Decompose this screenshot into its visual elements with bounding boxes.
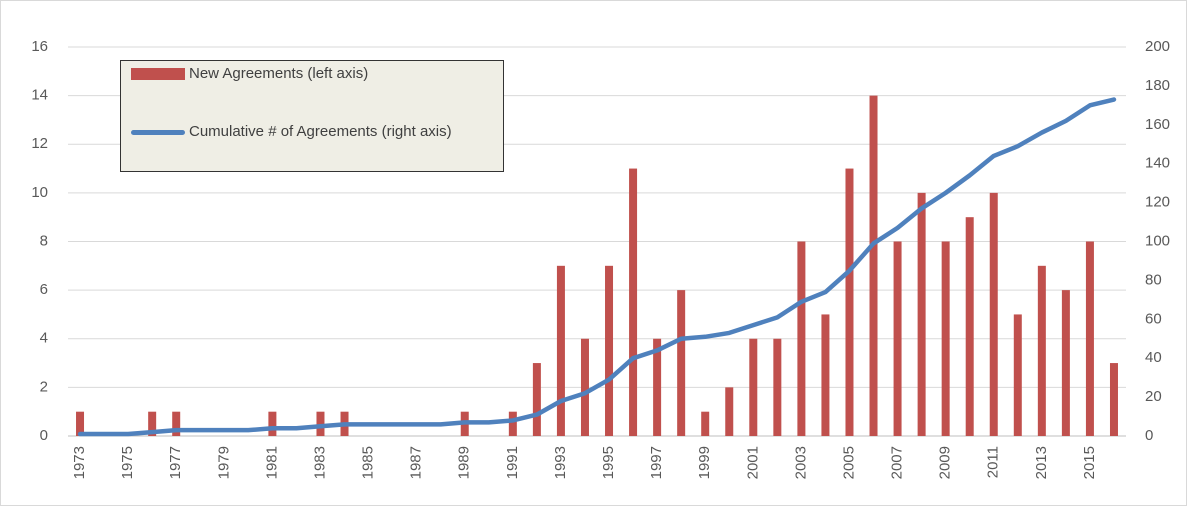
bar xyxy=(532,363,541,436)
y-tick-label: 12 xyxy=(31,135,48,152)
x-tick-label: 1991 xyxy=(504,446,521,479)
legend-key xyxy=(131,68,185,80)
legend-label: Cumulative # of Agreements (right axis) xyxy=(189,123,452,140)
x-tick-label: 2015 xyxy=(1081,446,1098,479)
bar xyxy=(749,338,758,436)
x-tick-label: 1987 xyxy=(408,446,425,479)
y-tick-label: 2 xyxy=(40,378,48,395)
legend-label: New Agreements (left axis) xyxy=(189,65,369,82)
bar xyxy=(941,241,950,436)
y2-tick-label: 60 xyxy=(1145,310,1162,327)
y2-tick-label: 40 xyxy=(1145,349,1162,366)
bar xyxy=(773,338,782,436)
x-tick-label: 2009 xyxy=(937,446,954,479)
bar xyxy=(989,192,998,436)
x-tick-label: 2013 xyxy=(1033,446,1050,479)
x-tick-label: 1975 xyxy=(119,446,136,479)
y2-tick-label: 120 xyxy=(1145,194,1170,211)
legend-key xyxy=(131,130,185,135)
y2-tick-label: 140 xyxy=(1145,155,1170,172)
bar xyxy=(1037,265,1046,436)
y-tick-label: 6 xyxy=(40,281,48,298)
bar xyxy=(725,387,734,436)
y-tick-label: 4 xyxy=(40,330,48,347)
x-tick-label: 1995 xyxy=(600,446,617,479)
x-tick-label: 1993 xyxy=(552,446,569,479)
x-tick-label: 2003 xyxy=(792,446,809,479)
bar xyxy=(76,411,85,436)
bar xyxy=(605,265,614,436)
y-tick-label: 10 xyxy=(31,184,48,201)
x-tick-label: 1979 xyxy=(215,446,232,479)
y2-tick-label: 0 xyxy=(1145,427,1153,444)
y-tick-label: 16 xyxy=(31,38,48,55)
bar xyxy=(580,338,589,436)
x-tick-label: 2011 xyxy=(985,446,1002,478)
y2-tick-label: 20 xyxy=(1145,388,1162,405)
bar xyxy=(1085,241,1094,436)
x-tick-label: 1997 xyxy=(648,446,665,479)
bar xyxy=(629,168,638,436)
x-tick-label: 1989 xyxy=(456,446,473,479)
y-tick-label: 8 xyxy=(40,232,48,249)
bar xyxy=(172,411,181,436)
x-tick-label: 1973 xyxy=(71,446,88,479)
line xyxy=(77,97,1117,437)
y2-tick-label: 160 xyxy=(1145,116,1170,133)
x-tick-label: 1999 xyxy=(696,446,713,479)
y-tick-label: 0 xyxy=(40,427,48,444)
legend: New Agreements (left axis) Cumulative # … xyxy=(120,60,504,172)
x-tick-label: 1985 xyxy=(360,446,377,479)
bar xyxy=(965,217,974,436)
bar xyxy=(316,411,325,436)
bar xyxy=(797,241,806,436)
bar xyxy=(1109,363,1118,436)
legend-item: New Agreements (left axis) xyxy=(131,63,503,85)
bar xyxy=(701,411,710,436)
bar xyxy=(148,411,157,436)
y2-tick-label: 80 xyxy=(1145,271,1162,288)
y-tick-label: 14 xyxy=(31,87,48,104)
x-tick-label: 1977 xyxy=(167,446,184,479)
legend-item: Cumulative # of Agreements (right axis) xyxy=(131,121,503,143)
y2-tick-label: 200 xyxy=(1145,38,1170,55)
bar xyxy=(821,314,830,436)
bar xyxy=(893,241,902,436)
bar xyxy=(677,290,686,436)
bar xyxy=(1061,290,1070,436)
bar xyxy=(653,338,662,436)
y2-tick-label: 180 xyxy=(1145,77,1170,94)
bar xyxy=(556,265,565,436)
x-tick-label: 1983 xyxy=(311,446,328,479)
bar xyxy=(508,411,517,436)
x-tick-label: 2007 xyxy=(889,446,906,479)
y2-tick-label: 100 xyxy=(1145,232,1170,249)
bar xyxy=(268,411,277,436)
bar xyxy=(1013,314,1022,436)
bar xyxy=(869,95,878,436)
x-tick-label: 2005 xyxy=(840,446,857,479)
bar xyxy=(845,168,854,436)
x-tick-label: 2001 xyxy=(744,446,761,479)
bar xyxy=(917,192,926,436)
x-tick-label: 1981 xyxy=(263,446,280,479)
